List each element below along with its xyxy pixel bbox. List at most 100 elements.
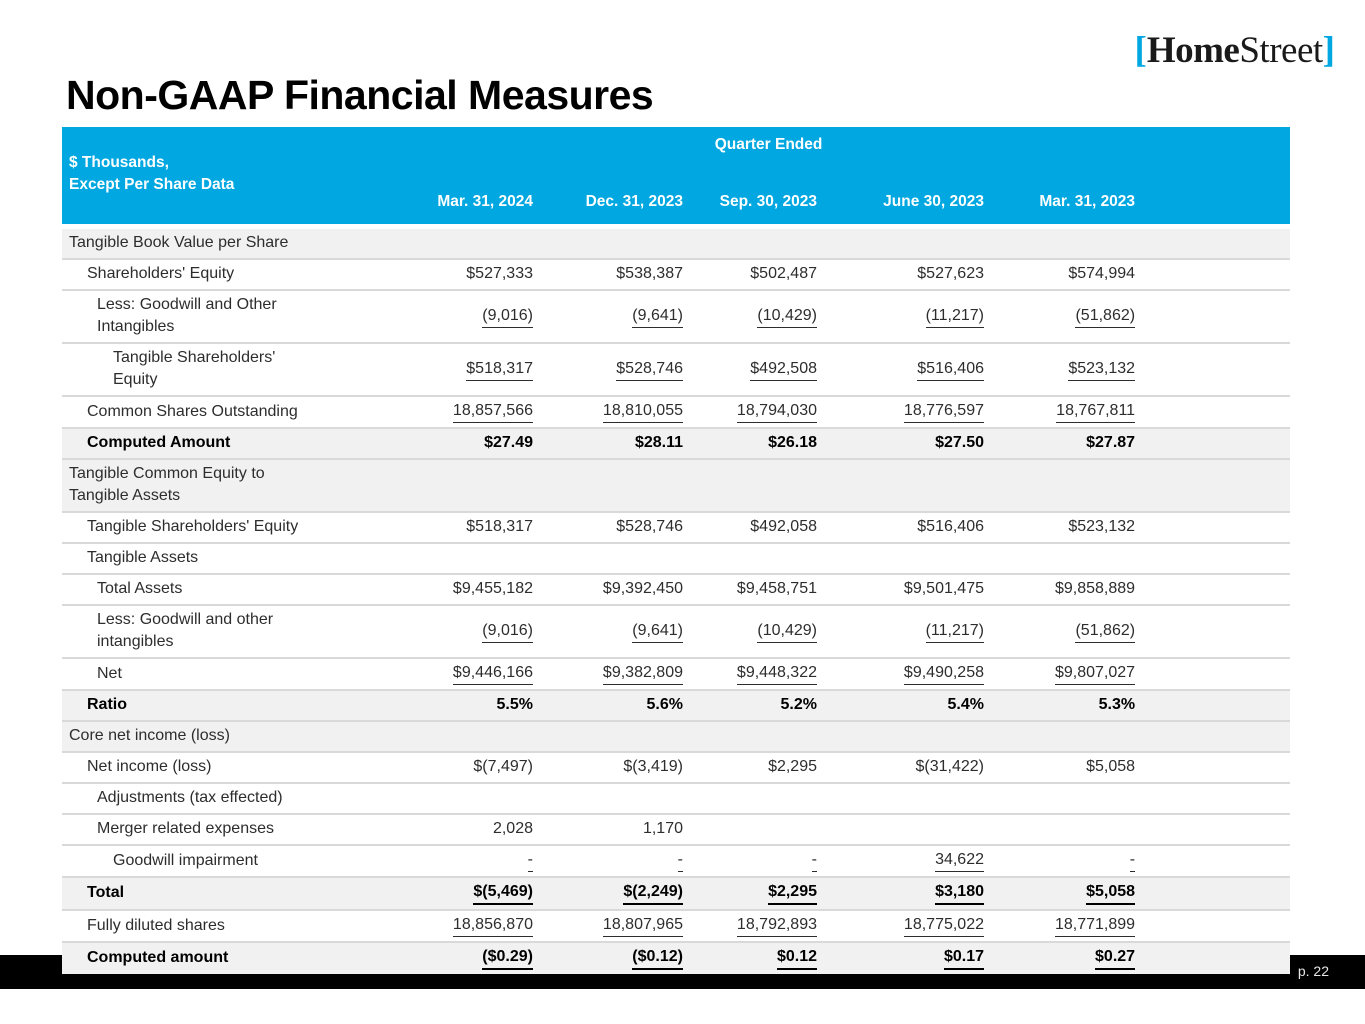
cell-value: 5.5% [402, 690, 533, 721]
section-row: Tangible Common Equity to Tangible Asset… [62, 459, 1291, 512]
cell-value-text: $527,623 [917, 265, 984, 282]
cell-value-text: $9,807,027 [1054, 662, 1136, 685]
logo-home-text: Home [1146, 30, 1240, 71]
data-row: Tangible Assets [62, 543, 1291, 574]
cell-value: $574,994 [984, 259, 1135, 290]
row-spacer [1135, 783, 1290, 814]
cell-value-text: $538,387 [616, 265, 683, 282]
cell-value-text: 5.3% [1098, 696, 1136, 713]
cell-value: $516,406 [817, 343, 984, 396]
cell-value: $9,458,751 [683, 574, 817, 605]
group-header-quarter-ended: Quarter Ended [402, 127, 1136, 164]
cell-value-text: $574,994 [1068, 265, 1136, 282]
logo-street-text: Street [1239, 30, 1323, 71]
cell-value-text: $502,487 [750, 265, 817, 282]
cell-value: 18,810,055 [533, 396, 683, 428]
cell-value-text: $9,392,450 [602, 580, 683, 597]
cell-value: $523,132 [984, 343, 1136, 396]
cell-value: $27.87 [984, 428, 1136, 459]
total-row: Computed amount ($0.29) ($0.12) $0.12 $0.17 $… [62, 942, 1291, 974]
section-row: Tangible Book Value per Share [62, 226, 1291, 259]
cell-value-text: 34,622 [935, 849, 984, 872]
cell-value-text: (51,862) [1075, 620, 1136, 643]
cell-value: (11,217) [817, 605, 984, 658]
cell-value-text: $27.49 [484, 434, 533, 451]
cell-value: (51,862) [984, 605, 1136, 658]
row-label: Total Assets [97, 580, 183, 597]
cell-value-text: (10,429) [757, 620, 817, 643]
cell-value: 18,856,870 [402, 910, 533, 942]
column-header-date: Sep. 30, 2023 [683, 164, 817, 227]
cell-value-text: (9,016) [482, 620, 533, 643]
cell-value: (9,016) [402, 290, 533, 343]
cell-value: $26.18 [683, 428, 817, 459]
cell-value: $9,501,475 [817, 574, 984, 605]
data-row: Adjustments (tax effected) [62, 783, 1291, 814]
row-label: Computed Amount [62, 428, 402, 459]
column-header-date: Mar. 31, 2024 [402, 164, 533, 227]
cell-value: $528,746 [533, 512, 683, 543]
cell-value-text: $9,382,809 [602, 662, 683, 685]
cell-value-text: $5,058 [1086, 758, 1136, 775]
cell-value-text: - [677, 849, 683, 872]
cell-value-text: $(5,469) [473, 881, 533, 905]
cell-value-text: $9,448,322 [736, 662, 817, 685]
cell-value-text: (9,641) [632, 305, 683, 328]
cell-value: 18,767,811 [984, 396, 1136, 428]
cell-value-text: $26.18 [768, 434, 817, 451]
cell-value: (51,862) [984, 290, 1136, 343]
row-spacer [1135, 574, 1290, 605]
cell-value: 18,857,566 [402, 396, 533, 428]
column-header-date: Mar. 31, 2023 [984, 164, 1136, 227]
cell-value-text: 1,170 [642, 820, 683, 837]
cell-value [402, 543, 533, 574]
cell-value: $9,490,258 [817, 658, 984, 690]
cell-value: - [533, 845, 683, 877]
data-row: Goodwill impairment - - - 34,622 - [62, 845, 1291, 877]
cell-value: $528,746 [533, 343, 683, 396]
cell-value: - [683, 845, 817, 877]
cell-value-text: $0.12 [776, 946, 817, 970]
logo-left-bracket: [ [1134, 30, 1147, 71]
data-row: Total Assets $9,455,182 $9,392,450 $9,458,7… [62, 574, 1291, 605]
cell-value: 5.6% [533, 690, 683, 721]
cell-value-text: - [1129, 849, 1136, 872]
cell-value-text: $9,446,166 [452, 662, 533, 685]
cell-value-text: 18,807,965 [602, 914, 683, 937]
cell-value: $(2,249) [533, 877, 683, 910]
cell-value-text: 18,794,030 [736, 400, 817, 423]
row-label: Total [62, 877, 402, 910]
non-gaap-table: $ Thousands, Except Per Share Data Quarte… [62, 127, 1291, 974]
cell-value-text: $492,058 [750, 518, 817, 535]
cell-value: 18,794,030 [683, 396, 817, 428]
cell-value-text: $(31,422) [915, 758, 985, 775]
cell-value: $9,807,027 [984, 658, 1136, 690]
cell-value-text: 18,767,811 [1056, 400, 1136, 423]
cell-value-text: $523,132 [1068, 518, 1136, 535]
cell-value: ($0.12) [533, 942, 683, 974]
cell-value [402, 783, 533, 814]
row-label: Merger related expenses [97, 820, 274, 837]
cell-value: $0.12 [683, 942, 817, 974]
cell-value: $(31,422) [817, 752, 985, 783]
column-header-date: June 30, 2023 [817, 164, 984, 227]
data-row: Tangible Shareholders' Equity $518,317 $52… [62, 343, 1291, 396]
row-spacer [1135, 752, 1290, 783]
cell-value: 5.4% [817, 690, 984, 721]
row-label: Ratio [62, 690, 402, 721]
header-spacer [1135, 127, 1291, 227]
data-row: Less: Goodwill and other intangibles (9,0… [62, 605, 1291, 658]
row-spacer [1135, 690, 1291, 721]
cell-value-text: $2,295 [768, 881, 817, 905]
cell-value: $0.17 [817, 942, 984, 974]
row-spacer [1135, 658, 1290, 690]
cell-value: 18,775,022 [817, 910, 984, 942]
cell-value: (10,429) [683, 605, 817, 658]
cell-value: $492,508 [683, 343, 817, 396]
row-label: Shareholders' Equity [87, 265, 235, 282]
cell-value [533, 543, 683, 574]
cell-value [817, 814, 984, 845]
cell-value-text: $516,406 [917, 358, 984, 381]
row-label: Tangible Book Value per Share [62, 226, 1291, 259]
total-row: Computed Amount $27.49 $28.11 $26.18 $27.50 $… [62, 428, 1291, 459]
